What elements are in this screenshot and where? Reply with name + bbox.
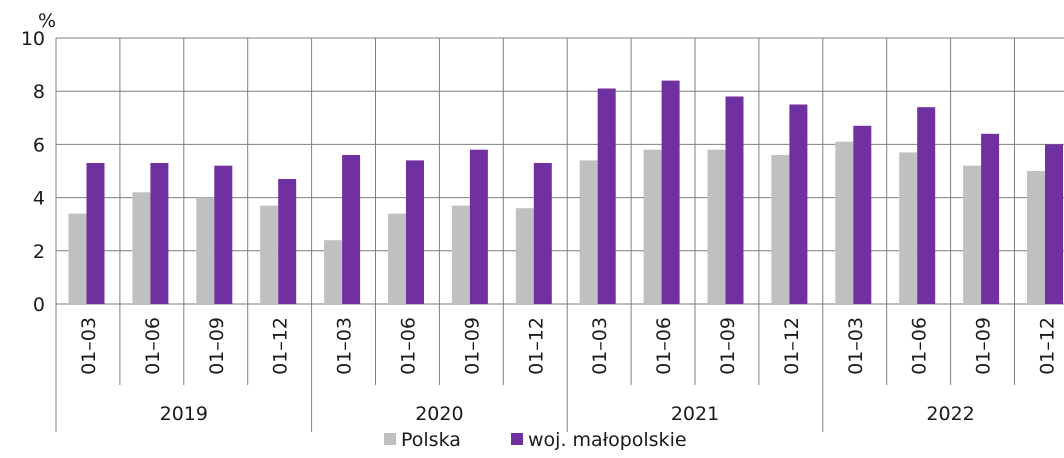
bar-malopolskie-1: [150, 163, 169, 304]
legend-item-malopolskie-swatch: [511, 433, 523, 445]
bar-malopolskie-0: [86, 163, 105, 304]
legend: Polska woj. małopolskie: [384, 429, 687, 451]
category-label-2: 01–09: [206, 317, 228, 375]
bar-malopolskie-15: [1045, 144, 1063, 304]
group-label-2021: 2021: [671, 403, 719, 425]
bar-polska-14: [963, 165, 982, 304]
bar-polska-11: [771, 155, 790, 304]
group-label-2020: 2020: [415, 403, 463, 425]
bar-malopolskie-9: [661, 80, 680, 304]
y-axis-unit-label: %: [38, 10, 56, 32]
bar-polska-13: [899, 152, 918, 304]
bar-polska-2: [196, 197, 215, 304]
category-label-13: 01–06: [909, 317, 931, 375]
category-label-5: 01–06: [397, 317, 419, 375]
bar-malopolskie-8: [597, 88, 616, 304]
axis-layer: 0 2 4 6 8 10 01–03 01–06 01–09 01–12 01–03 01–06 01–…: [21, 28, 1059, 432]
bar-polska-0: [68, 213, 87, 304]
bar-polska-9: [643, 149, 662, 304]
category-label-12: 01–03: [845, 317, 867, 375]
group-label-2019: 2019: [160, 403, 208, 425]
category-label-7: 01–12: [525, 317, 547, 375]
bar-polska-4: [324, 240, 343, 304]
category-label-1: 01–06: [142, 317, 164, 375]
bar-malopolskie-5: [406, 160, 424, 304]
category-label-4: 01–03: [334, 317, 356, 375]
bar-polska-15: [1027, 171, 1045, 304]
category-label-15: 01–12: [1037, 317, 1059, 375]
bar-polska-12: [835, 141, 854, 304]
category-label-6: 01–09: [461, 317, 483, 375]
category-label-10: 01–09: [717, 317, 739, 375]
legend-item-polska-swatch: [384, 433, 396, 445]
y-tick-label-0: 0: [33, 294, 45, 316]
category-label-11: 01–12: [781, 317, 803, 375]
category-label-14: 01–09: [973, 317, 995, 375]
bar-malopolskie-2: [214, 165, 233, 304]
bar-malopolskie-14: [981, 133, 1000, 304]
legend-item-malopolskie-label: woj. małopolskie: [528, 429, 687, 451]
bar-malopolskie-11: [789, 104, 808, 304]
legend-item-polska-label: Polska: [401, 429, 461, 451]
bar-polska-8: [579, 160, 598, 304]
bars-layer: [68, 80, 1063, 304]
bar-malopolskie-13: [917, 107, 936, 304]
category-label-3: 01–12: [270, 317, 292, 375]
y-tick-label-4: 4: [33, 188, 45, 210]
bar-polska-10: [707, 149, 726, 304]
y-tick-label-6: 6: [33, 134, 45, 156]
category-label-8: 01–03: [589, 317, 611, 375]
bar-malopolskie-10: [725, 96, 744, 304]
bar-polska-1: [132, 192, 151, 304]
category-label-0: 01–03: [78, 317, 100, 375]
bar-polska-6: [451, 205, 470, 304]
bar-polska-3: [260, 205, 279, 304]
bar-malopolskie-12: [853, 125, 872, 304]
bar-malopolskie-7: [533, 163, 552, 304]
bar-polska-7: [515, 208, 534, 304]
y-tick-label-2: 2: [33, 241, 45, 263]
y-tick-label-8: 8: [33, 81, 45, 103]
y-tick-label-10: 10: [21, 28, 45, 50]
bar-malopolskie-3: [278, 179, 297, 304]
bar-polska-5: [388, 213, 406, 304]
group-label-2022: 2022: [926, 403, 974, 425]
bar-malopolskie-4: [342, 155, 361, 304]
category-label-9: 01–06: [653, 317, 675, 375]
bar-malopolskie-6: [469, 149, 488, 304]
